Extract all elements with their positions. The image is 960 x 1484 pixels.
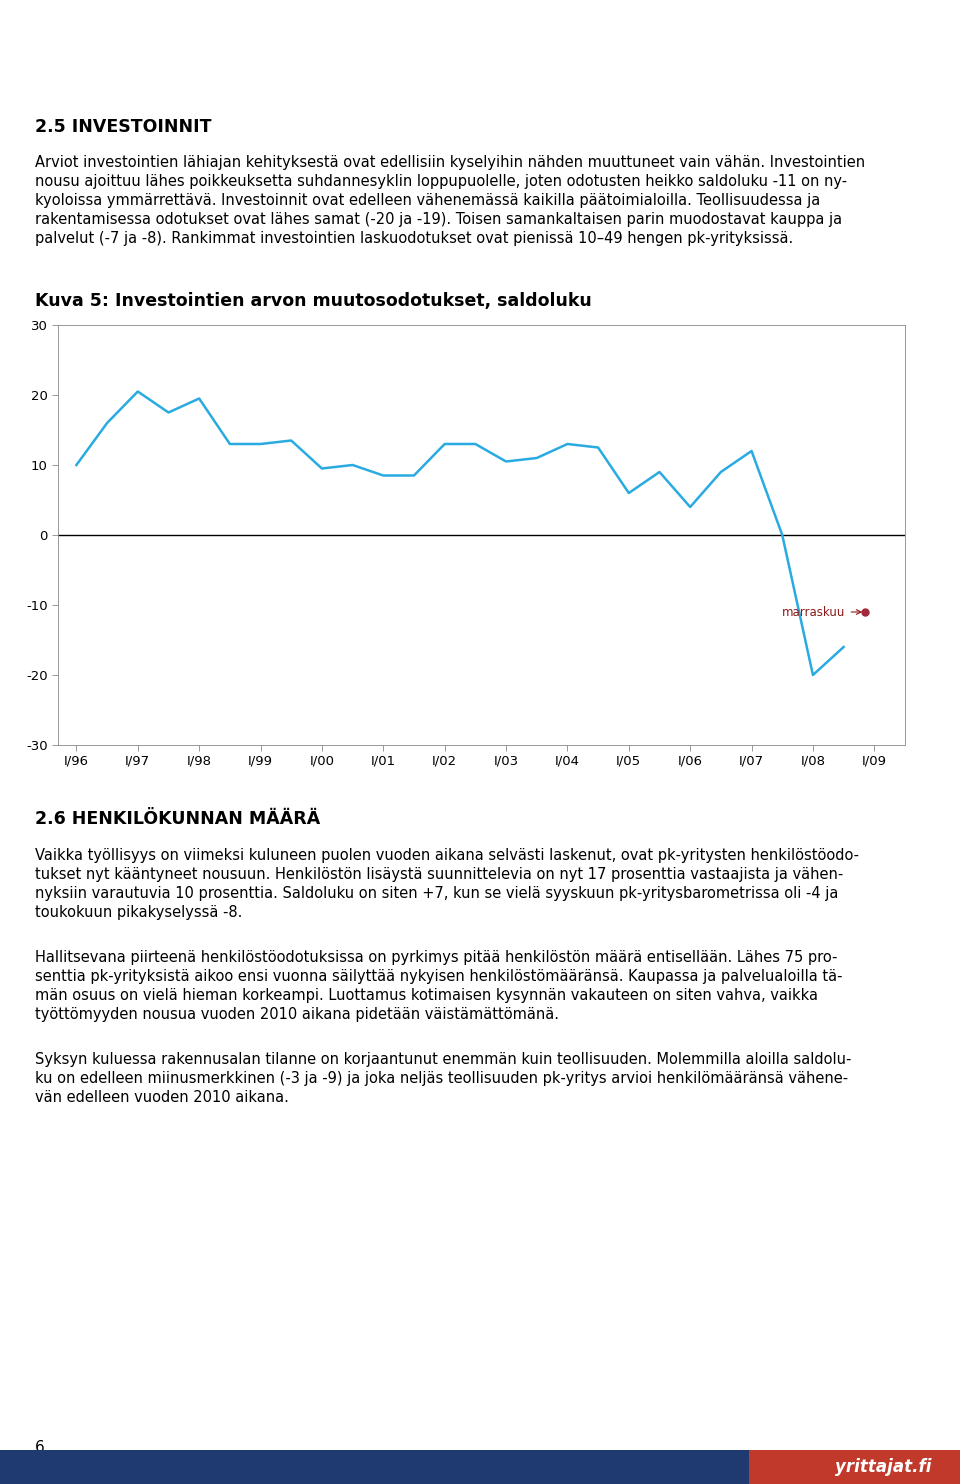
Text: 2.6 HENKILÖKUNNAN MÄÄRÄ: 2.6 HENKILÖKUNNAN MÄÄRÄ (35, 810, 321, 828)
Text: kyoloissa ymmärrettävä. Investoinnit ovat edelleen vähenemässä kaikilla päätoimi: kyoloissa ymmärrettävä. Investoinnit ova… (35, 193, 820, 208)
Text: vän edelleen vuoden 2010 aikana.: vän edelleen vuoden 2010 aikana. (35, 1091, 289, 1106)
Text: Arviot investointien lähiajan kehityksestä ovat edellisiin kyselyihin nähden muu: Arviot investointien lähiajan kehitykses… (35, 154, 865, 171)
Text: Kuva 5: Investointien arvon muutosodotukset, saldoluku: Kuva 5: Investointien arvon muutosodotuk… (35, 292, 591, 310)
Text: rakentamisessa odotukset ovat lähes samat (-20 ja -19). Toisen samankaltaisen pa: rakentamisessa odotukset ovat lähes sama… (35, 212, 842, 227)
Text: yrittajat.fi: yrittajat.fi (834, 1457, 931, 1477)
Text: tukset nyt kääntyneet nousuun. Henkilöstön lisäystä suunnittelevia on nyt 17 pro: tukset nyt kääntyneet nousuun. Henkilöst… (35, 867, 843, 881)
Text: senttia pk-yrityksistä aikoo ensi vuonna säilyttää nykyisen henkilöstömääränsä. : senttia pk-yrityksistä aikoo ensi vuonna… (35, 969, 843, 984)
Text: Suomen Yrittäjät: Suomen Yrittäjät (68, 33, 268, 52)
Text: ku on edelleen miinusmerkkinen (-3 ja -9) ja joka neljäs teollisuuden pk-yritys : ku on edelleen miinusmerkkinen (-3 ja -9… (35, 1071, 848, 1086)
Text: 6: 6 (35, 1439, 45, 1454)
Text: nyksiin varautuvia 10 prosenttia. Saldoluku on siten +7, kun se vielä syyskuun p: nyksiin varautuvia 10 prosenttia. Saldol… (35, 886, 838, 901)
Polygon shape (10, 10, 58, 73)
Point (857, 600, 873, 623)
Text: toukokuun pikakyselyssä -8.: toukokuun pikakyselyssä -8. (35, 905, 242, 920)
Text: nousu ajoittuu lähes poikkeuksetta suhdannesyklin loppupuolelle, joten odotusten: nousu ajoittuu lähes poikkeuksetta suhda… (35, 174, 847, 188)
Text: palvelut (-7 ja -8). Rankimmat investointien laskuodotukset ovat pienissä 10–49 : palvelut (-7 ja -8). Rankimmat investoin… (35, 232, 793, 246)
Text: työttömyyden nousua vuoden 2010 aikana pidetään väistämättömänä.: työttömyyden nousua vuoden 2010 aikana p… (35, 1008, 559, 1022)
Text: män osuus on vielä hieman korkeampi. Luottamus kotimaisen kysynnän vakauteen on : män osuus on vielä hieman korkeampi. Luo… (35, 988, 818, 1003)
Text: Pk-yritysten suhdannenäkemys, joulukuu 2009: Pk-yritysten suhdannenäkemys, joulukuu 2… (430, 30, 946, 49)
Text: marraskuu: marraskuu (782, 605, 861, 619)
Text: 2.5 INVESTOINNIT: 2.5 INVESTOINNIT (35, 119, 211, 137)
Polygon shape (10, 10, 58, 73)
Text: Syksyn kuluessa rakennusalan tilanne on korjaantunut enemmän kuin teollisuuden. : Syksyn kuluessa rakennusalan tilanne on … (35, 1052, 852, 1067)
Text: Vaikka työllisyys on viimeksi kuluneen puolen vuoden aikana selvästi laskenut, o: Vaikka työllisyys on viimeksi kuluneen p… (35, 847, 859, 864)
Text: Hallitsevana piirteenä henkilöstöodotuksissa on pyrkimys pitää henkilöstön määrä: Hallitsevana piirteenä henkilöstöodotuks… (35, 950, 837, 965)
Polygon shape (35, 10, 62, 73)
